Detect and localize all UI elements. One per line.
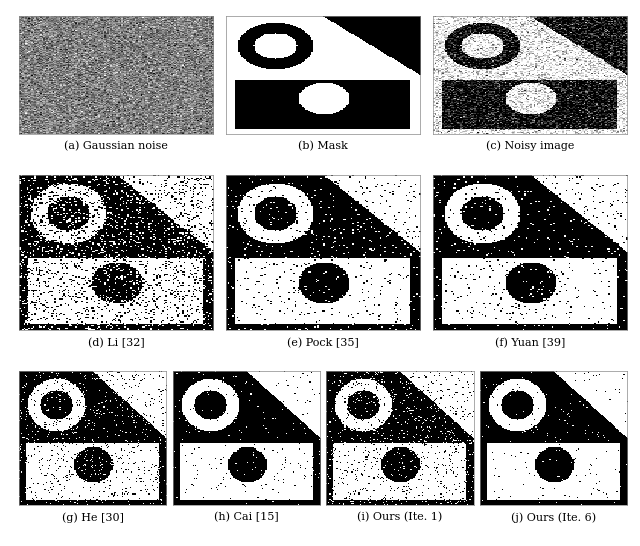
Text: (c) Noisy image: (c) Noisy image <box>486 141 574 151</box>
Text: (d) Li [32]: (d) Li [32] <box>88 337 145 348</box>
Text: (f) Yuan [39]: (f) Yuan [39] <box>495 337 565 348</box>
Text: (h) Cai [15]: (h) Cai [15] <box>214 512 279 523</box>
Text: (a) Gaussian noise: (a) Gaussian noise <box>65 141 168 151</box>
Text: (j) Ours (Ite. 6): (j) Ours (Ite. 6) <box>511 512 596 523</box>
Text: (g) He [30]: (g) He [30] <box>62 512 124 523</box>
Text: (i) Ours (Ite. 1): (i) Ours (Ite. 1) <box>357 512 443 523</box>
Text: (e) Pock [35]: (e) Pock [35] <box>287 337 359 348</box>
Text: (b) Mask: (b) Mask <box>298 141 348 151</box>
